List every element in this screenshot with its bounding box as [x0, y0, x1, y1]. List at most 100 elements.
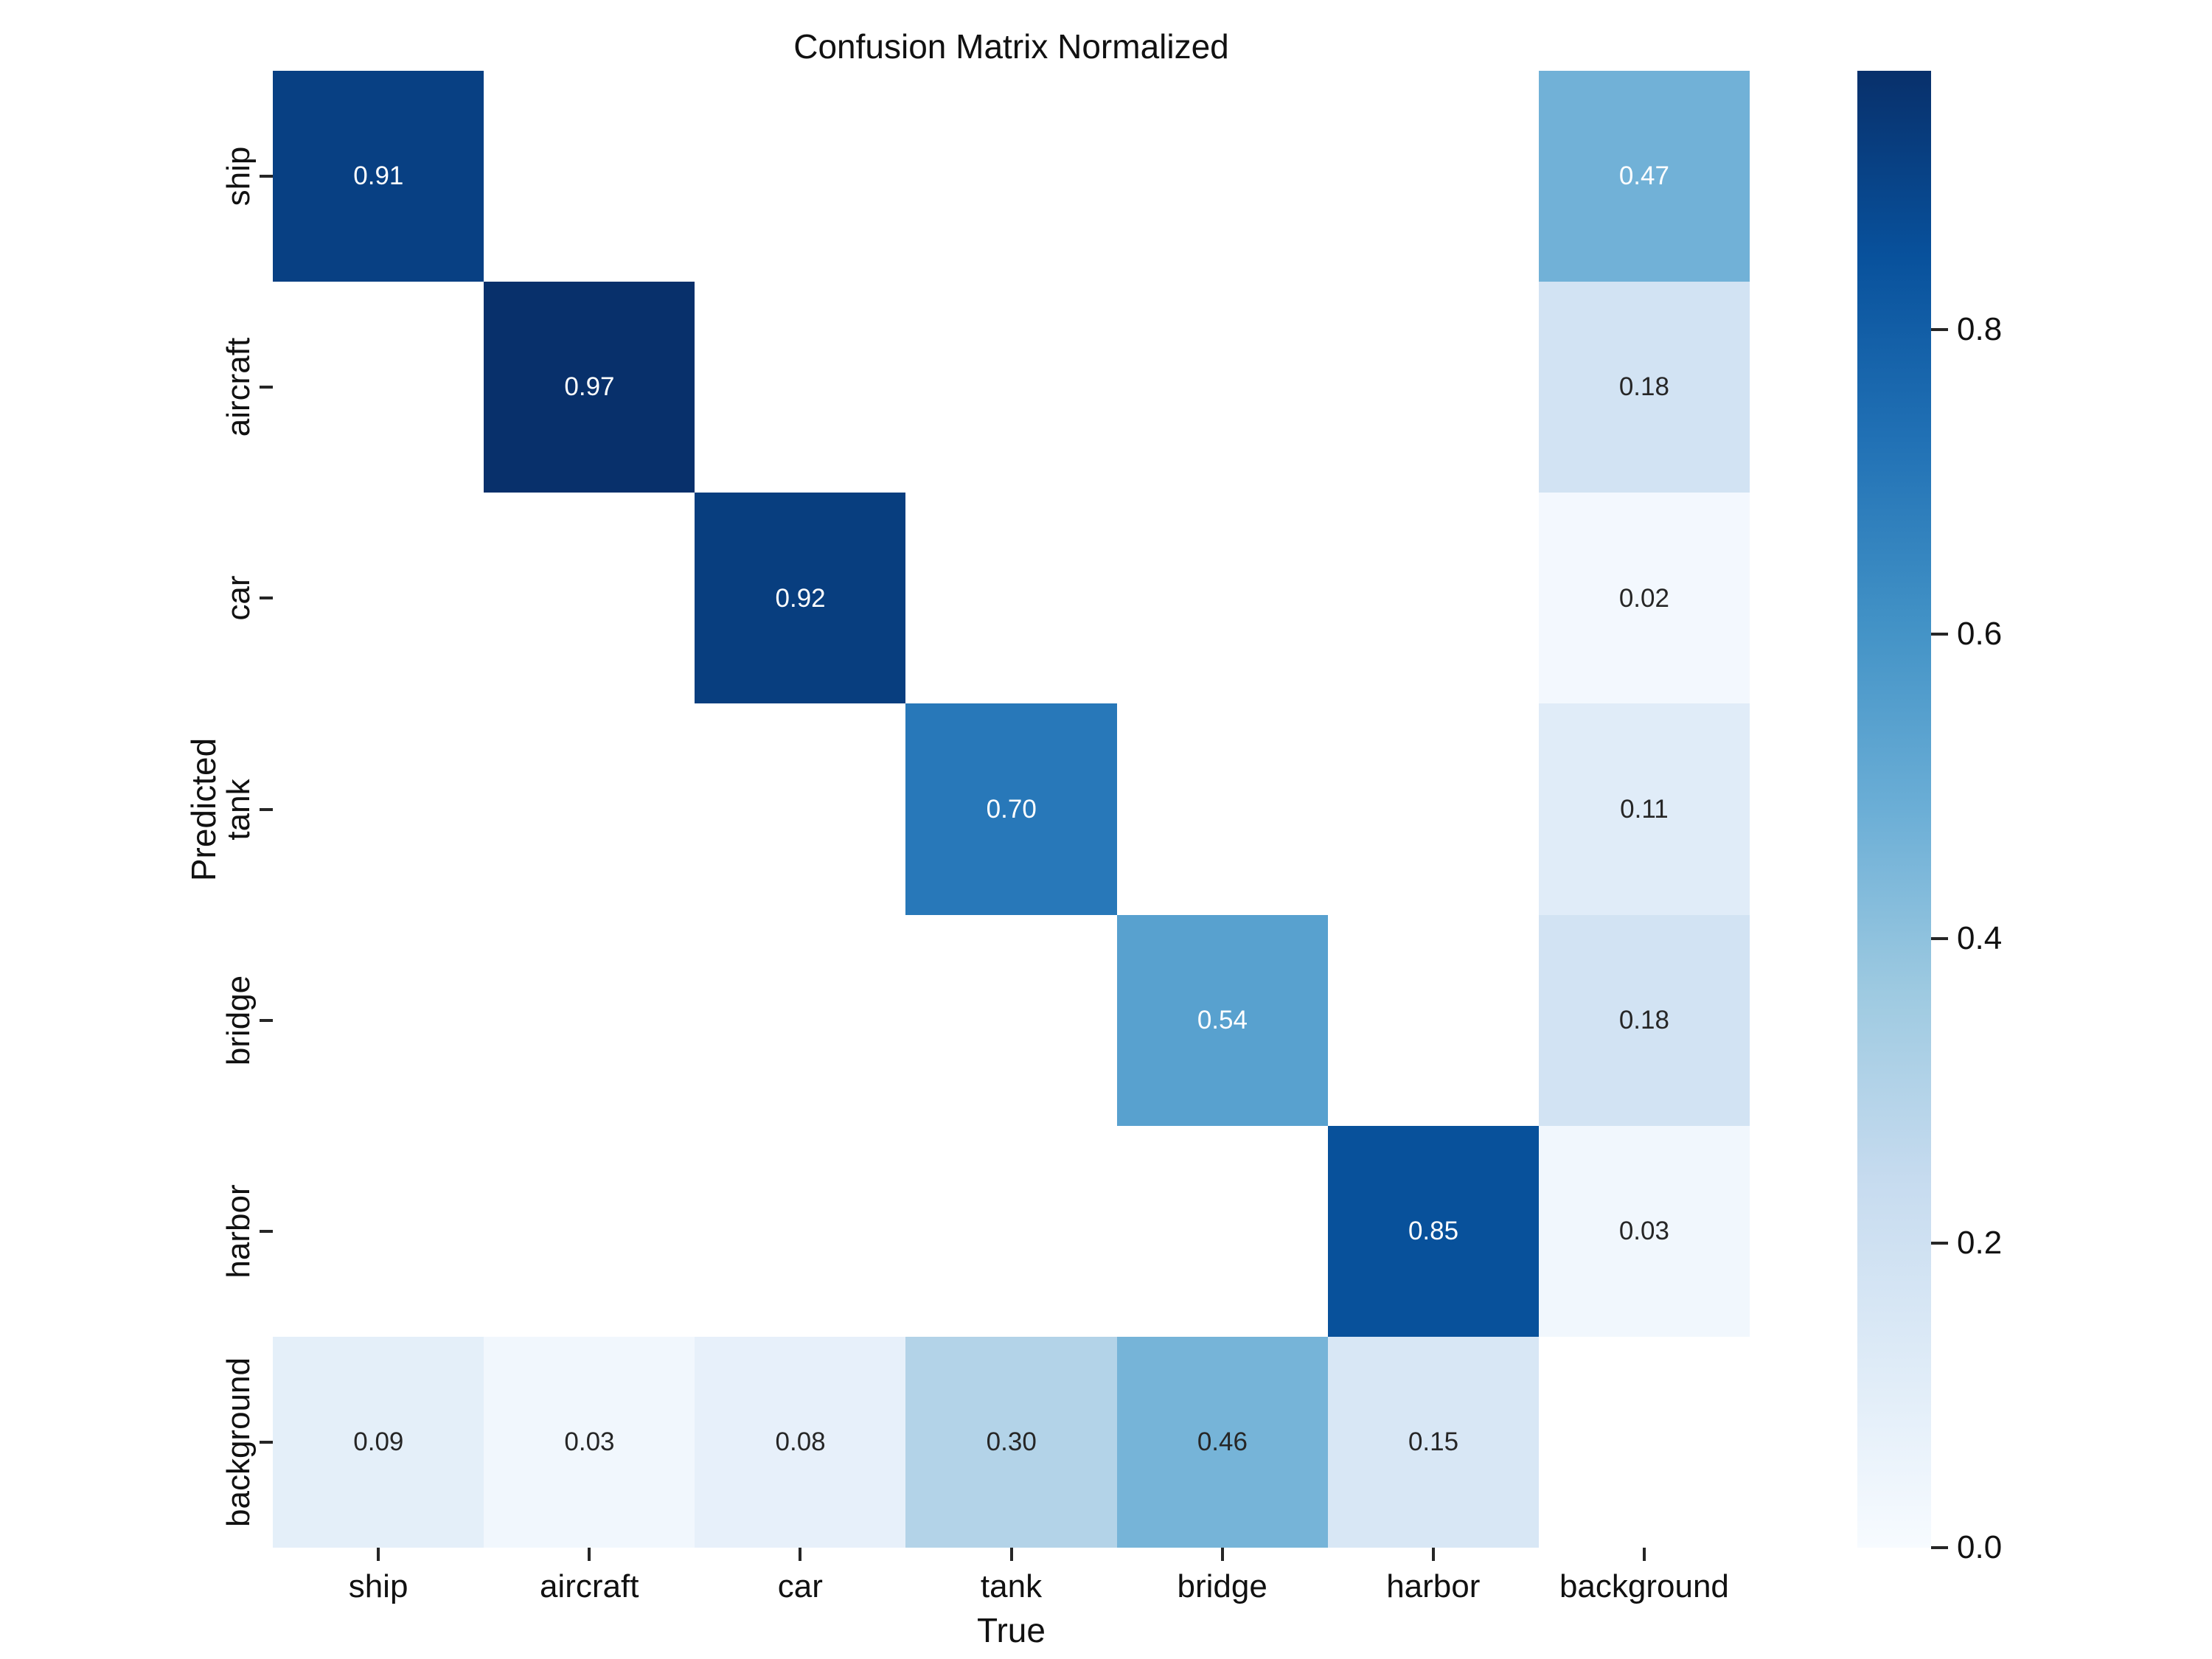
cell-annotation: 0.97	[564, 372, 615, 402]
cell-annotation: 0.92	[775, 583, 826, 613]
heatmap-cell	[273, 282, 484, 493]
heatmap-cell	[273, 493, 484, 704]
colorbar-tick-mark	[1931, 328, 1948, 332]
heatmap-cell	[484, 703, 695, 916]
heatmap-cell: 0.47	[1538, 71, 1750, 282]
heatmap-cell: 0.70	[905, 703, 1118, 916]
heatmap-cell	[484, 71, 695, 282]
heatmap-cell: 0.03	[1538, 1125, 1750, 1338]
cell-annotation: 0.91	[353, 161, 404, 191]
chart-title: Confusion Matrix Normalized	[793, 27, 1229, 66]
y-tick-mark	[260, 1440, 273, 1444]
colorbar-tick-mark	[1931, 937, 1948, 941]
x-tick-label-ship: ship	[348, 1568, 408, 1604]
cell-annotation: 0.15	[1408, 1427, 1459, 1456]
heatmap-cell	[1116, 703, 1329, 916]
heatmap-cell: 0.03	[484, 1336, 695, 1548]
x-tick-label-harbor: harbor	[1386, 1568, 1481, 1604]
heatmap-cell	[273, 914, 484, 1127]
heatmap-cell	[484, 914, 695, 1127]
heatmap-cell	[484, 493, 695, 704]
y-tick-mark	[260, 1018, 273, 1022]
heatmap-cell	[695, 71, 906, 282]
colorbar-tick-label: 0.0	[1957, 1529, 2003, 1565]
heatmap-cell: 0.92	[695, 493, 906, 704]
heatmap-cell	[905, 493, 1118, 704]
heatmap-cell	[1327, 282, 1540, 493]
x-tick-mark	[1431, 1548, 1435, 1561]
heatmap-cell: 0.30	[905, 1336, 1118, 1548]
x-tick-mark	[799, 1548, 802, 1561]
heatmap-cell	[1116, 1125, 1329, 1338]
heatmap-cell: 0.91	[273, 71, 484, 282]
heatmap-grid: 0.91 0.47 0.97 0.18 0.92 0.02 0.70 0.11 0.54 0.18…	[273, 71, 1750, 1548]
heatmap-cell: 0.85	[1327, 1125, 1540, 1338]
heatmap-cell	[1116, 493, 1329, 704]
colorbar-gradient	[1857, 71, 1931, 1548]
y-axis-title: Predicted	[184, 737, 223, 881]
heatmap-cell	[273, 703, 484, 916]
y-tick-label-background: background	[220, 1357, 257, 1527]
heatmap-cell: 0.46	[1116, 1336, 1329, 1548]
cell-annotation: 0.03	[564, 1427, 615, 1456]
cell-annotation: 0.85	[1408, 1217, 1459, 1246]
cell-annotation: 0.11	[1620, 794, 1669, 824]
heatmap-cell: 0.09	[273, 1336, 484, 1548]
heatmap-cell	[484, 1125, 695, 1338]
colorbar-tick-mark	[1931, 633, 1948, 636]
x-tick-mark	[588, 1548, 591, 1561]
x-tick-mark	[377, 1548, 380, 1561]
cell-annotation: 0.47	[1618, 161, 1669, 191]
heatmap-cell	[695, 703, 906, 916]
y-tick-mark	[260, 597, 273, 600]
heatmap-cell	[905, 71, 1118, 282]
heatmap-cell	[1327, 703, 1540, 916]
colorbar-tick-label: 0.6	[1957, 616, 2003, 653]
x-tick-label-background: background	[1559, 1568, 1729, 1604]
x-axis-title: True	[977, 1611, 1046, 1649]
cell-annotation: 0.18	[1618, 372, 1669, 402]
heatmap-cell	[905, 1125, 1118, 1338]
heatmap-cell	[695, 282, 906, 493]
x-tick-mark	[1220, 1548, 1224, 1561]
heatmap-cell	[1116, 282, 1329, 493]
cell-annotation: 0.70	[986, 794, 1037, 824]
x-tick-label-tank: tank	[980, 1568, 1043, 1604]
colorbar-tick-mark	[1931, 1546, 1948, 1549]
x-tick-label-car: car	[777, 1568, 823, 1604]
y-tick-mark	[260, 175, 273, 178]
heatmap-cell: 0.02	[1538, 493, 1750, 704]
x-tick-mark	[1642, 1548, 1646, 1561]
heatmap-cell: 0.54	[1116, 914, 1329, 1127]
heatmap-cell: 0.18	[1538, 914, 1750, 1127]
cell-annotation: 0.08	[775, 1427, 826, 1456]
heatmap-cell	[1538, 1336, 1750, 1548]
heatmap-cell: 0.08	[695, 1336, 906, 1548]
heatmap-cell: 0.18	[1538, 282, 1750, 493]
heatmap-cell	[273, 1125, 484, 1338]
cell-annotation: 0.09	[353, 1427, 404, 1456]
heatmap-cell	[1116, 71, 1329, 282]
colorbar-tick-label: 0.4	[1957, 920, 2003, 957]
y-tick-mark	[260, 1229, 273, 1233]
heatmap-cell	[1327, 71, 1540, 282]
cell-annotation: 0.03	[1618, 1217, 1669, 1246]
colorbar-tick-label: 0.8	[1957, 311, 2003, 348]
heatmap-cell: 0.15	[1327, 1336, 1540, 1548]
x-tick-label-aircraft: aircraft	[539, 1568, 639, 1604]
heatmap-cell	[1327, 493, 1540, 704]
y-tick-mark	[260, 807, 273, 811]
cell-annotation: 0.46	[1197, 1427, 1248, 1456]
colorbar-tick-label: 0.2	[1957, 1225, 2003, 1261]
cell-annotation: 0.30	[986, 1427, 1037, 1456]
colorbar-tick-mark	[1931, 1242, 1948, 1245]
heatmap-cell	[905, 282, 1118, 493]
heatmap-cell	[1327, 914, 1540, 1127]
heatmap-cell	[905, 914, 1118, 1127]
heatmap-cell: 0.97	[484, 282, 695, 493]
heatmap-cell: 0.11	[1538, 703, 1750, 916]
y-tick-mark	[260, 386, 273, 389]
x-tick-mark	[1009, 1548, 1013, 1561]
cell-annotation: 0.54	[1197, 1005, 1248, 1034]
